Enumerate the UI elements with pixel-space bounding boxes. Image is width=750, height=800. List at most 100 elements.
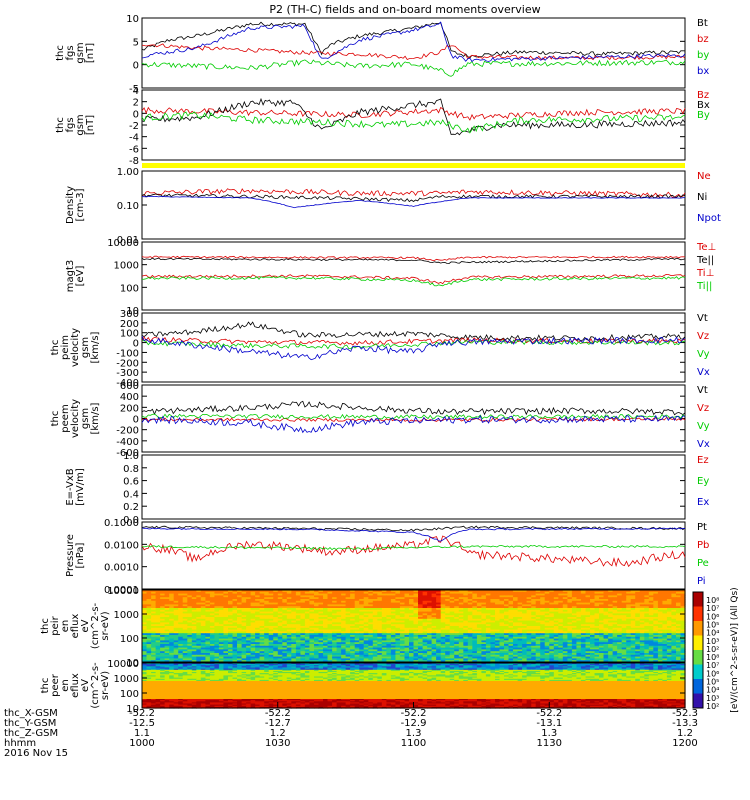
spectrogram-cell: [359, 597, 365, 600]
spectrogram-cell: [241, 599, 247, 602]
spectrogram-cell: [327, 608, 333, 611]
spectrogram-cell: [268, 660, 274, 663]
spectrogram-cell: [309, 642, 315, 645]
spectrogram-cell: [544, 618, 550, 622]
spectrogram-cell: [418, 608, 424, 611]
spectrogram-cell: [635, 656, 641, 659]
spectrogram-cell: [300, 595, 306, 598]
legend-entry-Ex: Ex: [697, 497, 709, 508]
spectrogram-cell: [612, 622, 618, 625]
spectrogram-cell: [295, 633, 301, 636]
spectrogram-cell: [273, 635, 279, 638]
spectrogram-cell: [508, 597, 514, 600]
spectrogram-cell: [218, 600, 224, 604]
spectrogram-cell: [571, 600, 577, 604]
spectrogram-cell: [372, 600, 378, 604]
spectrogram-cell: [191, 660, 197, 663]
spectrogram-cell: [653, 615, 659, 618]
spectrogram-cell: [666, 654, 672, 658]
spectrogram-cell: [350, 613, 356, 616]
spectrogram-cell: [237, 642, 243, 645]
spectrogram-cell: [264, 613, 270, 616]
spectrogram-cell: [399, 626, 405, 629]
spectrogram-cell: [277, 629, 283, 632]
spectrogram-cell: [571, 645, 577, 649]
spectrogram-cell: [422, 626, 428, 629]
spectrogram-cell: [314, 653, 320, 656]
spectrogram-cell: [314, 642, 320, 645]
spectrogram-cell: [241, 593, 247, 596]
spectrogram-cell: [372, 636, 378, 640]
spectrogram-cell: [399, 647, 405, 650]
spectrogram-cell: [676, 651, 682, 654]
spectrogram-cell: [635, 624, 641, 627]
spectrogram-cell: [232, 636, 238, 640]
spectrogram-cell: [431, 602, 437, 605]
spectrogram-cell: [585, 642, 591, 645]
spectrogram-cell: [246, 618, 252, 622]
spectrogram-cell: [680, 618, 686, 622]
spectrogram-cell: [603, 597, 609, 600]
spectrogram-cell: [309, 636, 315, 640]
spectrogram-cell: [490, 591, 496, 595]
spectrogram-cell: [666, 631, 672, 634]
spectrogram-cell: [504, 595, 510, 598]
spectrogram-cell: [526, 658, 532, 661]
spectrogram-cell: [639, 647, 645, 650]
spectrogram-cell: [472, 595, 478, 598]
spectrogram-cell: [535, 604, 541, 607]
spectrogram-cell: [390, 620, 396, 623]
spectrogram-cell: [495, 660, 501, 663]
spectrogram-cell: [590, 640, 596, 643]
spectrogram-cell: [368, 590, 374, 593]
spectrogram-cell: [191, 608, 197, 611]
spectrogram-cell: [621, 611, 627, 614]
spectrogram-cell: [250, 631, 256, 634]
spectrogram-cell: [237, 608, 243, 611]
spectrogram-cell: [639, 649, 645, 652]
spectrogram-cell: [286, 638, 292, 641]
spectrogram-cell: [372, 627, 378, 631]
spectrogram-cell: [178, 626, 184, 629]
spectrogram-cell: [268, 647, 274, 650]
spectrogram-cell: [196, 606, 202, 609]
spectrogram-cell: [286, 604, 292, 607]
spectrogram-cell: [571, 604, 577, 607]
spectrogram-cell: [182, 633, 188, 636]
spectrogram-cell: [178, 638, 184, 641]
spectrogram-cell: [336, 618, 342, 622]
spectrogram-cell: [531, 651, 537, 654]
spectrogram-cell: [644, 609, 650, 613]
spectrogram-cell: [458, 636, 464, 640]
spectrogram-cell: [594, 631, 600, 634]
spectrogram-cell: [359, 606, 365, 609]
spectrogram-cell: [617, 620, 623, 623]
spectrogram-cell: [169, 626, 175, 629]
y-tick-label: -300: [116, 368, 139, 379]
spectrogram-cell: [390, 599, 396, 602]
spectrogram-cell: [639, 599, 645, 602]
spectrogram-cell: [463, 597, 469, 600]
spectrogram-cell: [404, 654, 410, 658]
spectrogram-cell: [481, 622, 487, 625]
spectrogram-cell: [504, 645, 510, 649]
spectrogram-cell: [377, 591, 383, 595]
spectrogram-cell: [413, 617, 419, 620]
spectrogram-cell: [368, 629, 374, 632]
spectrogram-cell: [300, 649, 306, 652]
spectrogram-cell: [314, 599, 320, 602]
spectrogram-cell: [142, 653, 148, 656]
spectrogram-cell: [381, 606, 387, 609]
spectrogram-cell: [463, 615, 469, 618]
spectrogram-cell: [540, 635, 546, 638]
spectrogram-cell: [372, 651, 378, 654]
spectrogram-cell: [336, 631, 342, 634]
spectrogram-cell: [246, 651, 252, 654]
spectrogram-cell: [205, 608, 211, 611]
spectrogram-cell: [436, 599, 442, 602]
spectrogram-cell: [517, 624, 523, 627]
spectrogram-cell: [341, 636, 347, 640]
spectrogram-cell: [522, 629, 528, 632]
spectrogram-cell: [476, 593, 482, 596]
spectrogram-cell: [264, 647, 270, 650]
